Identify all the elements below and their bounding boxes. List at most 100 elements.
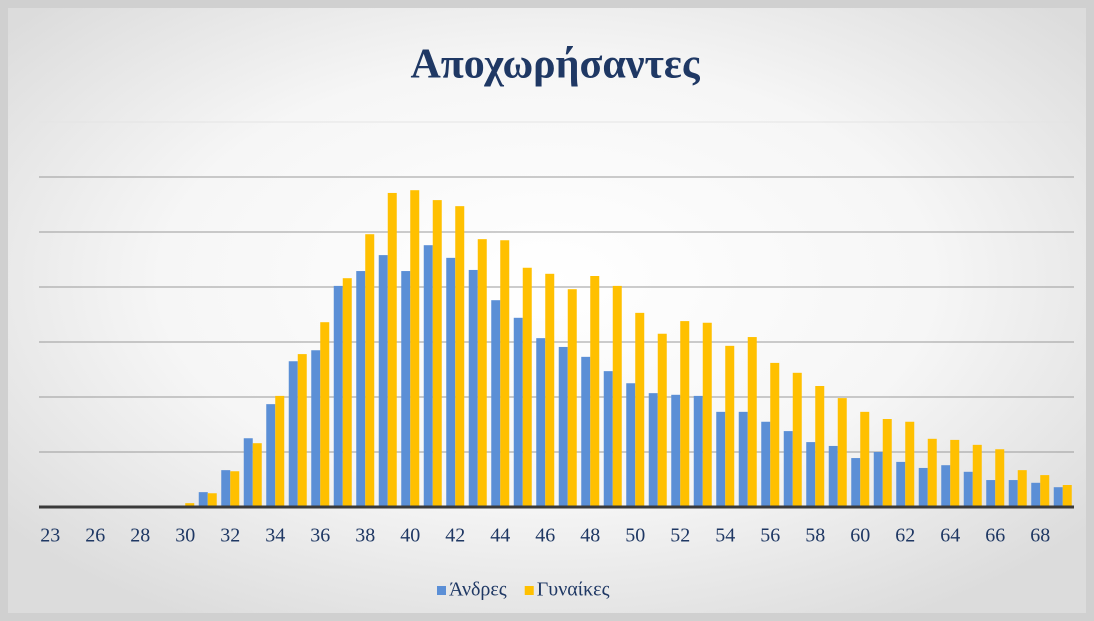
bar xyxy=(725,345,735,507)
bar xyxy=(446,257,456,507)
x-tick-label: 34 xyxy=(265,525,285,547)
x-tick-label: 52 xyxy=(670,525,690,547)
bar xyxy=(963,471,973,507)
bar xyxy=(365,234,375,507)
bar xyxy=(558,346,568,507)
bar xyxy=(761,421,771,507)
bar xyxy=(851,458,861,507)
legend-swatch xyxy=(524,586,534,595)
bar xyxy=(657,333,667,507)
bar xyxy=(828,445,838,507)
bar xyxy=(320,322,330,507)
bar xyxy=(905,421,915,507)
bar xyxy=(648,393,658,507)
bar xyxy=(333,285,343,507)
bar xyxy=(522,267,532,507)
x-tick-label: 46 xyxy=(535,525,555,547)
bar xyxy=(356,271,366,507)
bar xyxy=(1031,482,1041,507)
bar xyxy=(378,255,388,507)
bar xyxy=(626,383,636,507)
bar xyxy=(635,312,645,507)
bar xyxy=(747,337,757,507)
bar xyxy=(986,480,996,507)
bar xyxy=(500,240,510,507)
bar xyxy=(927,438,937,507)
bar xyxy=(896,461,906,507)
bar xyxy=(401,271,411,507)
legend-label: Άνδρες xyxy=(449,579,507,601)
bar xyxy=(995,449,1005,507)
x-tick-label: 26 xyxy=(85,525,105,547)
bar xyxy=(423,245,433,507)
bar xyxy=(603,371,613,507)
x-tick-label: 40 xyxy=(400,525,420,547)
x-tick-label: 58 xyxy=(805,525,825,547)
bar xyxy=(972,444,982,507)
x-tick-label: 66 xyxy=(985,525,1005,547)
bar xyxy=(783,431,793,507)
bar xyxy=(1062,485,1072,507)
bar xyxy=(815,386,825,507)
bar xyxy=(230,471,240,507)
bar xyxy=(387,192,397,507)
bar xyxy=(860,411,870,507)
x-tick-label: 50 xyxy=(625,525,645,547)
bar xyxy=(536,338,546,507)
x-tick-label: 44 xyxy=(490,525,510,547)
x-tick-label: 32 xyxy=(220,525,240,547)
x-tick-label: 64 xyxy=(940,525,960,547)
bar xyxy=(837,398,847,507)
bar xyxy=(702,322,712,507)
bar xyxy=(567,289,577,507)
bar xyxy=(491,300,501,507)
x-tick-label: 62 xyxy=(895,525,915,547)
bar xyxy=(311,350,321,507)
bar xyxy=(806,442,816,507)
bar xyxy=(1017,470,1027,507)
bar xyxy=(1053,487,1063,507)
bar xyxy=(432,200,442,507)
bar xyxy=(581,356,591,507)
x-tick-label: 38 xyxy=(355,525,375,547)
bar xyxy=(221,470,231,507)
x-tick-label: 36 xyxy=(310,525,330,547)
bar xyxy=(513,317,523,507)
bar xyxy=(882,419,892,507)
bar xyxy=(950,439,960,507)
bar xyxy=(342,278,352,507)
bar xyxy=(792,372,802,507)
bar xyxy=(590,276,600,507)
bar xyxy=(266,404,276,507)
bar xyxy=(297,354,307,507)
bar xyxy=(545,273,555,507)
x-tick-label: 23 xyxy=(40,525,60,547)
bar xyxy=(410,190,420,507)
bar xyxy=(185,503,195,507)
bar xyxy=(477,239,487,507)
bar xyxy=(918,467,928,507)
bar xyxy=(680,321,690,507)
bar xyxy=(671,394,681,507)
bar xyxy=(941,465,951,507)
bar xyxy=(252,443,262,507)
bar xyxy=(468,269,478,507)
bar xyxy=(455,206,465,507)
x-tick-label: 68 xyxy=(1030,525,1050,547)
x-tick-label: 28 xyxy=(130,525,150,547)
bar xyxy=(275,395,285,507)
bar xyxy=(1008,480,1018,507)
bar xyxy=(612,285,622,507)
bar xyxy=(243,438,253,507)
bar xyxy=(198,492,208,507)
legend-label: Γυναίκες xyxy=(537,579,610,601)
x-tick-label: 30 xyxy=(175,525,195,547)
bar xyxy=(738,411,748,507)
bar xyxy=(716,411,726,507)
bar xyxy=(1040,475,1050,507)
bar xyxy=(770,362,780,507)
bar xyxy=(207,493,217,507)
chart-title: Αποχωρήσαντες xyxy=(410,42,700,88)
